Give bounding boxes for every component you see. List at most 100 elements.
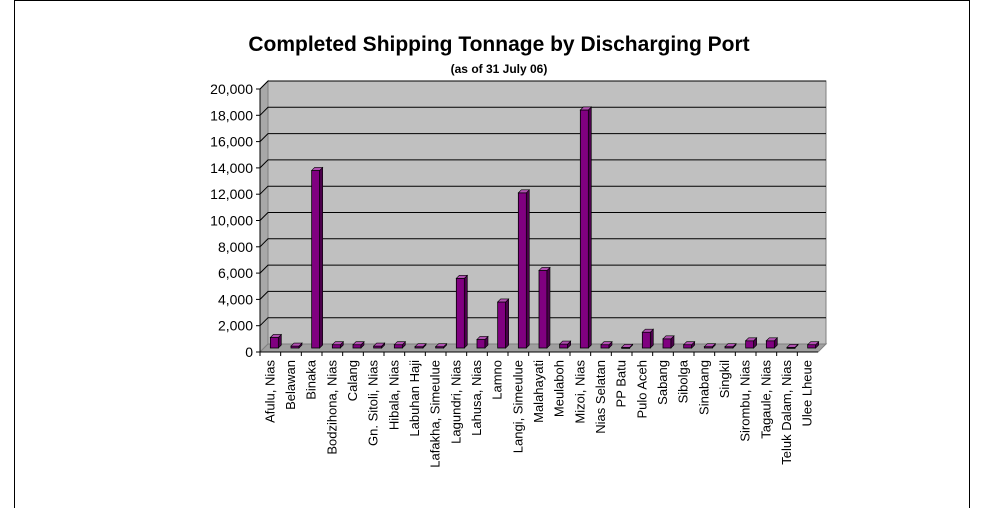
gridline bbox=[259, 185, 826, 195]
bar-top bbox=[806, 341, 820, 346]
category-label: Sinabang bbox=[696, 360, 711, 415]
bar bbox=[497, 301, 507, 349]
bar-side bbox=[588, 106, 592, 349]
bar-top bbox=[393, 341, 407, 346]
bar-top bbox=[579, 106, 593, 111]
category-label: Meulaboh bbox=[552, 360, 567, 417]
bar-top bbox=[372, 342, 386, 347]
category-label: Afulu, Nias bbox=[262, 360, 277, 423]
y-tick-label: 8,000 bbox=[218, 239, 253, 255]
category-label: Pulo Aceh bbox=[634, 360, 649, 419]
gridline bbox=[259, 238, 826, 248]
gridline bbox=[259, 80, 826, 90]
bar-top bbox=[331, 341, 345, 346]
category-label: Teluk Dalam, Nias bbox=[779, 360, 794, 465]
bar-top bbox=[269, 334, 283, 338]
gridline bbox=[259, 212, 826, 221]
y-tick-label: 18,000 bbox=[210, 107, 253, 123]
gridline bbox=[259, 159, 826, 169]
bar-top bbox=[310, 167, 324, 171]
bar bbox=[600, 344, 610, 349]
bar bbox=[393, 344, 403, 349]
bar-top bbox=[290, 342, 303, 347]
category-label: PP Batu bbox=[614, 360, 629, 407]
category-label: Bodzihona, Nias bbox=[324, 360, 339, 455]
y-tick-label: 12,000 bbox=[210, 186, 253, 202]
bar-top bbox=[517, 189, 531, 194]
category-label: Labuhan Haji bbox=[407, 360, 422, 437]
bar-top bbox=[476, 336, 489, 340]
category-label: Lahusa, Nias bbox=[469, 360, 484, 436]
chart-title: Completed Shipping Tonnage by Dischargin… bbox=[248, 33, 749, 56]
bar-top bbox=[703, 343, 717, 347]
bar-side bbox=[546, 266, 551, 349]
chart-frame: Completed Shipping Tonnage by Dischargin… bbox=[14, 0, 970, 508]
category-label: Calang bbox=[345, 360, 360, 401]
bar bbox=[745, 340, 755, 349]
gridline bbox=[259, 106, 826, 116]
category-label: Gn. Sitoli, Nias bbox=[366, 360, 381, 446]
gridline bbox=[259, 290, 826, 300]
bar-top bbox=[641, 328, 655, 333]
bar bbox=[269, 337, 279, 349]
y-tick-label: 14,000 bbox=[210, 160, 253, 176]
bar-top bbox=[414, 343, 427, 347]
bar bbox=[579, 109, 589, 349]
bar bbox=[683, 344, 693, 349]
bar-top bbox=[765, 337, 779, 342]
bar-top bbox=[455, 275, 469, 279]
category-label: Singkil bbox=[717, 360, 732, 398]
gridline bbox=[259, 264, 826, 274]
category-label: Hibala, Nias bbox=[386, 360, 401, 431]
bar-side bbox=[526, 189, 530, 349]
y-tick-label: 20,000 bbox=[210, 81, 253, 97]
bar bbox=[352, 344, 362, 349]
y-tick-label: 10,000 bbox=[210, 213, 253, 229]
gridline bbox=[259, 317, 826, 327]
category-label: Tagaule, Nias bbox=[758, 360, 773, 439]
bar-chart: Completed Shipping Tonnage by Dischargin… bbox=[210, 33, 828, 468]
bar-top bbox=[744, 337, 758, 342]
bar bbox=[331, 344, 341, 349]
bar-top bbox=[538, 267, 551, 271]
category-label: Binaka bbox=[304, 359, 319, 400]
bar-side bbox=[505, 298, 509, 349]
bar-top bbox=[786, 344, 799, 348]
bar-top bbox=[558, 340, 572, 345]
bar-top bbox=[724, 343, 737, 347]
bar bbox=[807, 344, 817, 349]
category-label: Ulee Lheue bbox=[800, 360, 815, 427]
bar bbox=[538, 270, 548, 349]
category-label: Sibolga bbox=[676, 359, 691, 403]
bar-top bbox=[662, 335, 675, 340]
bar bbox=[311, 170, 321, 349]
bar-side bbox=[319, 166, 323, 349]
category-label: Lagundri, Nias bbox=[448, 360, 463, 444]
bar bbox=[455, 277, 465, 349]
bar-top bbox=[620, 344, 634, 348]
y-tick-label: 2,000 bbox=[218, 318, 253, 334]
category-label: Belawan bbox=[283, 360, 298, 410]
bar-top bbox=[434, 343, 448, 347]
bar-side bbox=[464, 274, 468, 349]
bar bbox=[476, 339, 486, 349]
bar bbox=[662, 338, 672, 349]
bar-top bbox=[352, 341, 365, 346]
category-label: Lamno bbox=[490, 360, 505, 400]
bar bbox=[517, 192, 527, 349]
y-tick-label: 16,000 bbox=[210, 134, 253, 150]
chart-subtitle: (as of 31 July 06) bbox=[451, 62, 548, 76]
bar-top bbox=[496, 298, 510, 303]
bar-top bbox=[600, 341, 613, 346]
gridline bbox=[259, 133, 826, 142]
bar bbox=[765, 340, 775, 349]
category-label: Malahayati bbox=[531, 360, 546, 423]
category-label: Sirombu, Nias bbox=[738, 360, 753, 442]
category-label: Langi, Simeulue bbox=[510, 360, 525, 453]
y-tick-label: 6,000 bbox=[218, 265, 253, 281]
y-tick-label: 4,000 bbox=[218, 291, 253, 307]
bar bbox=[559, 343, 569, 349]
plot-area: 0 2,000 4,000 6,000 8,000 10,000 12,000 14,000 1… bbox=[210, 79, 828, 468]
category-label: Sabang bbox=[655, 360, 670, 405]
bar bbox=[641, 331, 651, 349]
